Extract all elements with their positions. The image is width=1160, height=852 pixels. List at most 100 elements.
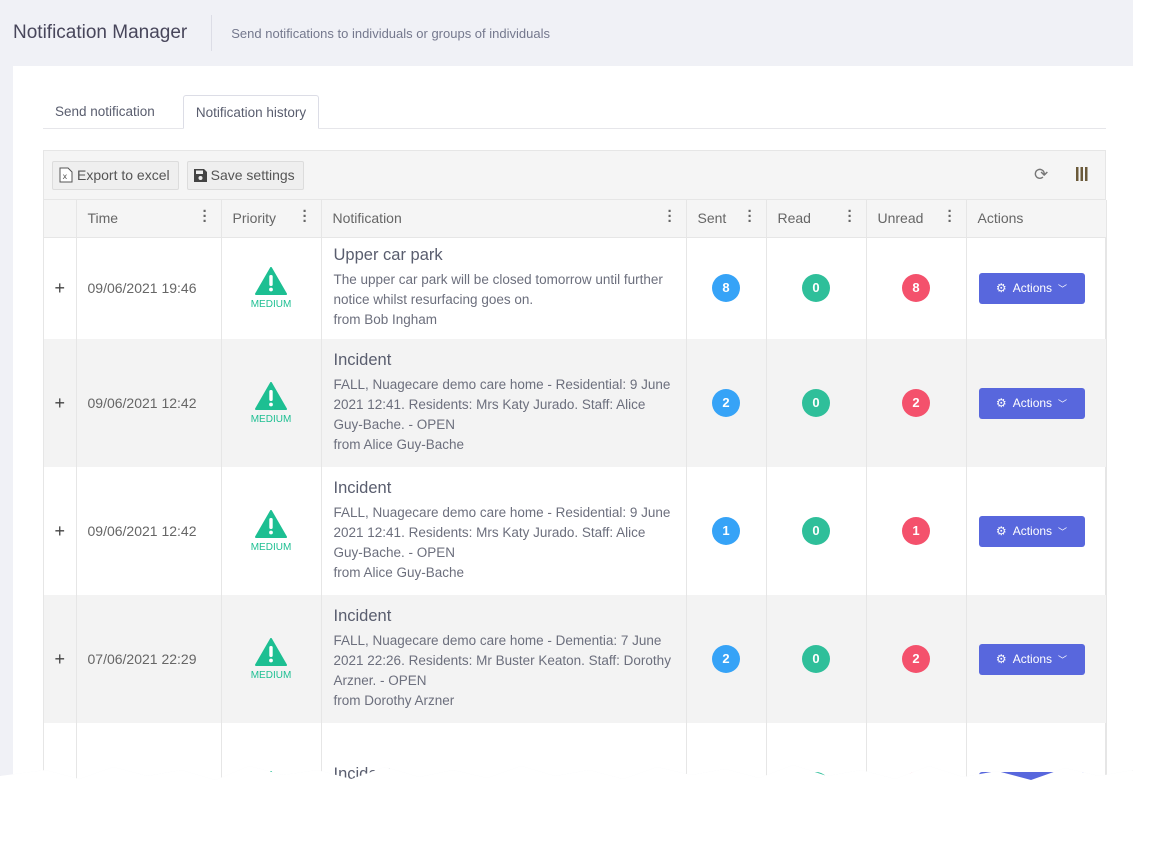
sent-count-badge: 8 xyxy=(712,274,740,303)
time-cell: 07/06/2021 22:29 xyxy=(76,595,222,723)
sent-cell: 8 xyxy=(686,237,767,339)
actions-dropdown-button[interactable]: ⚙ ﹀ xyxy=(978,771,1085,794)
refresh-icon[interactable]: ⟳ xyxy=(1034,165,1049,184)
save-label: Save settings xyxy=(210,167,295,183)
expand-row-button[interactable]: + xyxy=(44,339,77,467)
gear-icon: ⚙ xyxy=(995,281,1007,296)
priority-cell xyxy=(221,723,322,780)
sent-cell: 2 xyxy=(686,595,767,723)
actions-label: Actions xyxy=(1012,281,1053,296)
notification-title: Incident xyxy=(333,350,392,369)
unread-cell: 2 xyxy=(866,595,967,723)
tab-send-notification[interactable]: Send notification xyxy=(55,104,155,119)
notification-sender: from Dorothy Arzner xyxy=(333,692,455,708)
priority-cell: MEDIUM xyxy=(221,595,322,723)
priority-cell: MEDIUM xyxy=(221,467,322,595)
save-settings-button[interactable]: Save settings xyxy=(186,160,304,190)
read-count-badge xyxy=(802,771,830,780)
actions-label: Actions xyxy=(1012,652,1053,666)
notification-cell: Incident FALL, Nuagecare demo care home -… xyxy=(321,339,687,467)
column-menu-icon[interactable]: · · · xyxy=(847,203,853,230)
column-menu-icon[interactable]: · · · xyxy=(202,203,208,230)
export-excel-button[interactable]: x Export to excel xyxy=(52,160,179,190)
notification-sender: from Alice Guy-Bache xyxy=(333,436,465,452)
notification-cell: Incident FALL, Nuagecare demo care home -… xyxy=(321,467,687,595)
priority-cell: MEDIUM xyxy=(221,237,322,339)
expand-row-button[interactable]: + xyxy=(44,595,77,723)
unread-count-badge: 2 xyxy=(902,645,930,673)
col-notification-label: Notification xyxy=(332,210,402,227)
col-actions: Actions xyxy=(966,200,1107,238)
warning-icon xyxy=(255,266,287,295)
col-sent[interactable]: Sent · · · xyxy=(686,200,767,238)
time-cell: 09/06/2021 12:42 xyxy=(76,339,222,467)
notification-sender: from Bob Ingham xyxy=(333,311,438,327)
notification-body: FALL, Nuagecare demo care home - Dementi… xyxy=(333,790,629,806)
unread-cell xyxy=(866,723,967,780)
read-cell: 0 xyxy=(766,595,867,723)
col-priority[interactable]: Priority · · · xyxy=(221,200,322,238)
unread-cell: 1 xyxy=(866,467,967,595)
tab-notification-history[interactable]: Notification history xyxy=(182,95,320,129)
notification-body: FALL, Nuagecare demo care home - Dementi… xyxy=(333,632,671,688)
actions-dropdown-button[interactable]: ⚙ Actions ﹀ xyxy=(978,272,1085,304)
col-actions-label: Actions xyxy=(977,210,1024,227)
svg-text:x: x xyxy=(63,172,68,181)
table-row: + 09/06/2021 19:46 MEDIUM Upper car park… xyxy=(44,237,1107,339)
expand-row-button[interactable]: + xyxy=(44,467,77,595)
actions-cell: ⚙ Actions ﹀ xyxy=(966,237,1107,339)
actions-cell: ⚙ Actions ﹀ xyxy=(966,339,1107,467)
column-menu-icon[interactable]: · · · xyxy=(302,203,308,230)
read-cell: 0 xyxy=(766,339,867,467)
read-cell: 0 xyxy=(766,467,867,595)
sent-count-badge xyxy=(712,771,740,780)
read-count-badge: 0 xyxy=(802,517,830,545)
columns-icon[interactable] xyxy=(1076,167,1088,181)
page-subtitle: Send notifications to individuals or gro… xyxy=(231,25,550,41)
tab-bar: Send notification Notification history xyxy=(43,95,1106,129)
actions-label: Actions xyxy=(1012,396,1053,410)
unread-cell: 2 xyxy=(866,339,967,467)
notification-cell: Incident FALL, Nuagecare demo care home -… xyxy=(321,723,687,806)
actions-dropdown-button[interactable]: ⚙ Actions ﹀ xyxy=(978,643,1085,675)
col-sent-label: Sent xyxy=(697,210,727,227)
read-count-badge: 0 xyxy=(802,645,830,673)
actions-dropdown-button[interactable]: ⚙ Actions ﹀ xyxy=(978,515,1085,547)
read-cell: 0 xyxy=(766,237,867,339)
unread-count-badge xyxy=(902,771,930,780)
col-unread[interactable]: Unread · · · xyxy=(866,200,967,238)
sent-count-badge: 2 xyxy=(712,645,740,673)
notification-cell: Upper car park The upper car park will be… xyxy=(321,237,687,339)
priority-label: MEDIUM xyxy=(250,413,292,425)
table-header-row: Time · · · Priority · · · Notification · · · Sent… xyxy=(44,200,1107,238)
time-cell: 09/06/2021 12:42 xyxy=(76,467,222,595)
chevron-down-icon: ﹀ xyxy=(1058,526,1068,537)
page: Notification Manager Send notifications … xyxy=(0,0,1133,780)
sent-cell: 1 xyxy=(686,467,767,595)
warning-icon xyxy=(255,771,287,780)
gear-icon: ⚙ xyxy=(995,652,1007,666)
notification-title: Incident xyxy=(333,606,392,625)
col-read[interactable]: Read · · · xyxy=(766,200,867,238)
table-row: + 07/06/2021 22:29 MEDIUM Incident FALL, … xyxy=(44,595,1107,723)
col-time[interactable]: Time · · · xyxy=(76,200,222,238)
column-menu-icon[interactable]: · · · xyxy=(947,203,953,230)
sent-cell: 2 xyxy=(686,339,767,467)
priority-label: MEDIUM xyxy=(250,669,292,681)
priority-label: MEDIUM xyxy=(250,298,292,310)
page-header: Notification Manager Send notifications … xyxy=(0,0,1133,66)
notification-sender: from Alice Guy-Bache xyxy=(333,564,465,580)
actions-dropdown-button[interactable]: ⚙ Actions ﹀ xyxy=(978,387,1085,419)
expand-row-button[interactable]: + xyxy=(44,237,77,339)
notification-title: Incident xyxy=(333,478,392,497)
expand-row-button[interactable] xyxy=(44,723,77,780)
chevron-down-icon: ﹀ xyxy=(1058,654,1068,665)
column-menu-icon[interactable]: · · · xyxy=(747,203,753,230)
gear-icon: ⚙ xyxy=(1015,780,1027,794)
col-notification[interactable]: Notification · · · xyxy=(321,200,687,238)
table-row: Incident FALL, Nuagecare demo care home -… xyxy=(44,723,1107,806)
column-menu-icon[interactable]: · · · xyxy=(667,203,673,230)
read-cell xyxy=(766,723,867,780)
time-cell: 09/06/2021 19:46 xyxy=(76,237,222,339)
warning-icon xyxy=(255,381,287,410)
